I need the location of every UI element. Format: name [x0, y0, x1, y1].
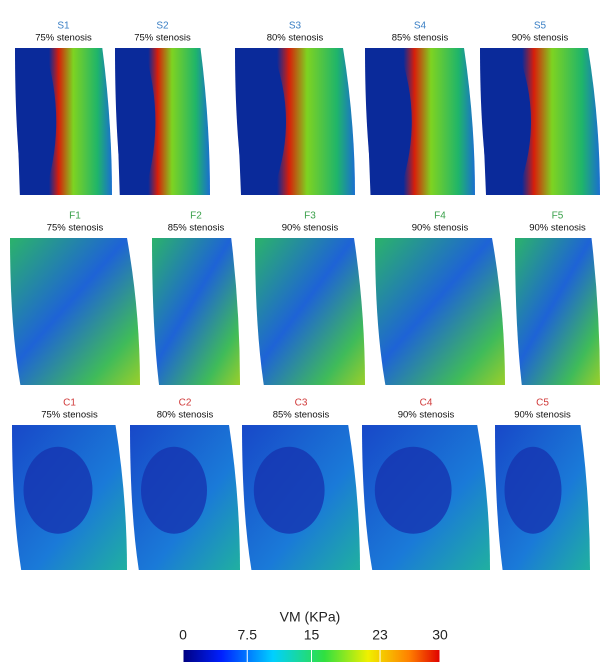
- panel-label: S3: [289, 21, 302, 32]
- panel-subtitle: 90% stenosis: [282, 223, 339, 234]
- panel-label: C1: [63, 398, 76, 409]
- panel-label: F3: [304, 211, 316, 222]
- panel-subtitle: 90% stenosis: [512, 33, 569, 44]
- colorbar-tick-label: 0: [179, 627, 187, 643]
- panel-label: F5: [552, 211, 564, 222]
- panel-subtitle: 75% stenosis: [35, 33, 92, 44]
- panel-subtitle: 80% stenosis: [267, 33, 324, 44]
- colorbar-tick-label: 30: [432, 627, 448, 643]
- panel-label: S1: [57, 21, 70, 32]
- stenosis-region: [480, 48, 531, 195]
- stenosis-region: [365, 48, 412, 195]
- panel-label: S4: [414, 21, 427, 32]
- panel-label: F1: [69, 211, 81, 222]
- colorbar-tick-label: 7.5: [238, 627, 258, 643]
- stenosis-region: [254, 447, 325, 534]
- vessel-surface: [255, 238, 365, 385]
- panel-label: C5: [536, 398, 549, 409]
- stenosis-region: [235, 48, 286, 195]
- panel-label: F4: [434, 211, 446, 222]
- panel-subtitle: 75% stenosis: [47, 223, 104, 234]
- vessel-surface: [515, 238, 600, 385]
- panel-subtitle: 80% stenosis: [157, 410, 214, 421]
- vessel-surface: [152, 238, 240, 385]
- panel-subtitle: 85% stenosis: [168, 223, 225, 234]
- panel-label: S2: [156, 21, 169, 32]
- panel-label: S5: [534, 21, 547, 32]
- panel-subtitle: 75% stenosis: [134, 33, 191, 44]
- colorbar-tick-label: 23: [372, 627, 388, 643]
- stenosis-region: [375, 447, 452, 534]
- panel-subtitle: 90% stenosis: [514, 410, 571, 421]
- figure: S175% stenosisS275% stenosisS380% stenos…: [0, 0, 603, 662]
- panel-subtitle: 90% stenosis: [398, 410, 455, 421]
- stenosis-region: [505, 447, 562, 534]
- stenosis-region: [24, 447, 93, 534]
- vessel-surface: [375, 238, 505, 385]
- stenosis-region: [115, 48, 155, 195]
- panel-label: F2: [190, 211, 202, 222]
- colorbar-title: VM (KPa): [280, 609, 341, 625]
- colorbar-tick-label: 15: [304, 627, 320, 643]
- stenosis-region: [141, 447, 207, 534]
- panel-subtitle: 90% stenosis: [529, 223, 586, 234]
- colorbar: 0 7.5 15 23 30: [179, 627, 448, 662]
- panel-subtitle: 90% stenosis: [412, 223, 469, 234]
- vessel-surface: [10, 238, 140, 385]
- panel-label: C4: [420, 398, 433, 409]
- panel-label: C3: [295, 398, 308, 409]
- panel-subtitle: 75% stenosis: [41, 410, 98, 421]
- panel-subtitle: 85% stenosis: [392, 33, 449, 44]
- panel-label: C2: [179, 398, 192, 409]
- stenosis-region: [15, 48, 56, 195]
- panel-subtitle: 85% stenosis: [273, 410, 330, 421]
